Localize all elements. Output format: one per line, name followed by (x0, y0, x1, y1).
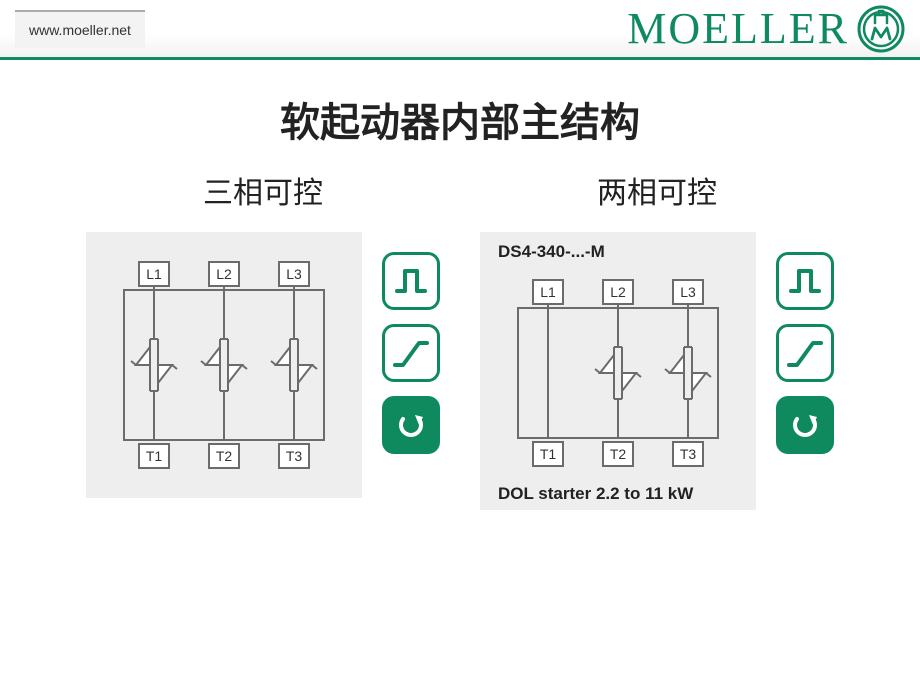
brand-name: MOELLER (627, 3, 849, 54)
svg-text:L3: L3 (680, 284, 696, 300)
two-phase-diagram: L1 T1 L2 T2 L3 (498, 268, 738, 478)
right-icons (776, 252, 834, 454)
brand-mark-icon (857, 5, 905, 53)
svg-text:L2: L2 (216, 266, 232, 282)
right-panel: DS4-340-...-M L1 T1 L2 T2 (480, 232, 756, 510)
right-panel-wrap: DS4-340-...-M L1 T1 L2 T2 (480, 232, 834, 510)
ramp-icon[interactable] (776, 324, 834, 382)
svg-text:T2: T2 (216, 448, 233, 464)
left-column: 三相可控 L1 T1 L2 (86, 168, 440, 510)
header: www.moeller.net MOELLER (0, 0, 920, 60)
left-subtitle: 三相可控 (203, 168, 323, 212)
svg-text:T1: T1 (146, 448, 163, 464)
start-icon[interactable] (382, 396, 440, 454)
svg-text:T2: T2 (610, 446, 627, 462)
svg-text:L3: L3 (286, 266, 302, 282)
diagram-row: 三相可控 L1 T1 L2 (0, 168, 920, 510)
svg-text:T3: T3 (286, 448, 303, 464)
pulse-icon[interactable] (382, 252, 440, 310)
three-phase-diagram: L1 T1 L2 (104, 250, 344, 480)
left-panel-wrap: L1 T1 L2 (86, 232, 440, 498)
model-label: DS4-340-...-M (498, 242, 738, 262)
svg-text:L1: L1 (146, 266, 162, 282)
ramp-icon[interactable] (382, 324, 440, 382)
left-icons (382, 252, 440, 454)
svg-text:L1: L1 (540, 284, 556, 300)
brand-logo: MOELLER (627, 3, 905, 54)
right-subtitle: 两相可控 (597, 168, 717, 212)
brand-url[interactable]: www.moeller.net (15, 10, 145, 48)
svg-text:T3: T3 (680, 446, 697, 462)
svg-text:T1: T1 (540, 446, 557, 462)
start-icon[interactable] (776, 396, 834, 454)
pulse-icon[interactable] (776, 252, 834, 310)
dol-label: DOL starter 2.2 to 11 kW (498, 484, 738, 504)
left-panel: L1 T1 L2 (86, 232, 362, 498)
right-column: 两相可控 DS4-340-...-M L1 T1 L2 (480, 168, 834, 510)
page-title: 软起动器内部主结构 (0, 90, 920, 148)
svg-text:L2: L2 (610, 284, 626, 300)
